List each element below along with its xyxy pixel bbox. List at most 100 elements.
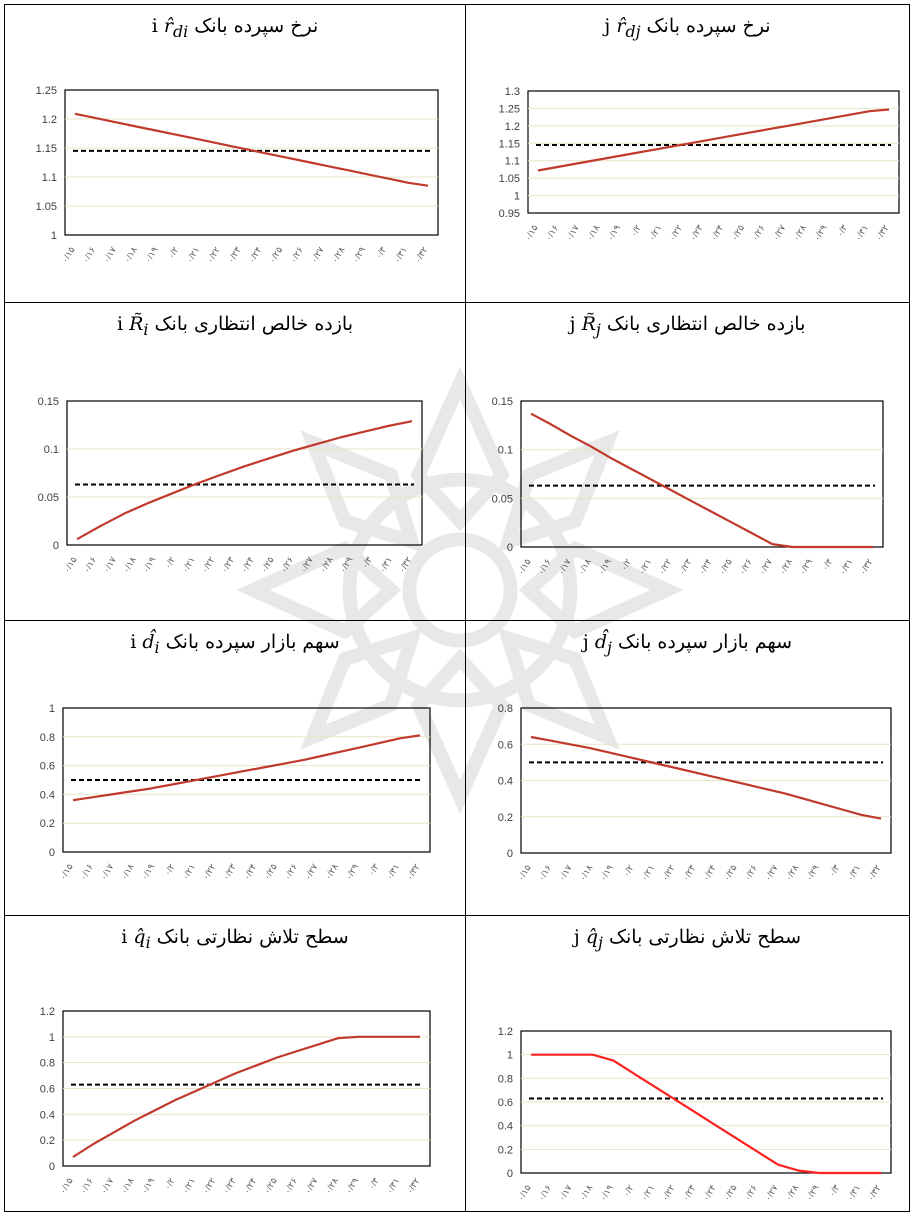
y-tick-label: 1.1 — [42, 172, 57, 184]
x-tick-label: ٠/٢٨ — [318, 555, 335, 575]
x-tick-label: ٠/٢٧ — [763, 1183, 780, 1203]
title-text: نرخ سپرده بانک — [646, 15, 771, 37]
x-tick-label: ٠/٣١ — [845, 1183, 862, 1203]
title-symbol: q̂i — [133, 926, 151, 952]
series-line — [537, 108, 890, 172]
grid-divider-row-3 — [4, 915, 910, 916]
x-tick-label: ٠/٢۵ — [729, 223, 746, 243]
x-tick-label: ٠/٢١ — [636, 557, 653, 577]
x-tick-label: ٠/٢١ — [646, 223, 663, 243]
x-tick-label: ٠/٢١ — [639, 863, 656, 883]
x-tick-label: ٠/٣٢ — [858, 557, 875, 577]
chart-market-share-i: 00.20.40.60.81٠/١۵ ٠/١۶ ٠/١٧ ٠/١٨ ٠/١٩ ٠/٢ ٠/٢… — [40, 703, 431, 882]
chart-supervision-effort-j: 0 0.2 0.4 0.6 0.8 1 1.2 ٠/١۵ ٠/١۶ ٠/١٧ ٠/١٨ ٠/١٩ ٠/٢… — [498, 1026, 892, 1203]
x-tick-label: ٠/١٨ — [122, 245, 139, 265]
x-tick-label: ٠/٢٣ — [680, 1183, 697, 1203]
x-tick-label: ٠/١۶ — [78, 862, 95, 882]
y-tick-label: 1.05 — [499, 173, 520, 185]
x-tick-label: ٠/١۶ — [536, 1183, 553, 1203]
title-text: سطح تلاش نظارتی بانک — [156, 926, 349, 948]
x-tick-label: ٠/٢٧ — [757, 557, 774, 577]
plot-frame — [520, 400, 884, 548]
x-tick-label: ٠/٢۵ — [267, 245, 284, 265]
title-text: نرخ سپرده بانک — [194, 15, 319, 37]
panel-title: نرخ سپرده بانک i r̂di — [5, 15, 465, 41]
y-tick-label: 0.1 — [498, 445, 513, 457]
x-tick-label: ٠/٣١ — [392, 245, 409, 265]
x-tick-label: ٠/١٨ — [585, 223, 602, 243]
x-tick-label: ٠/٢١ — [180, 555, 197, 575]
x-tick-label: ٠/٢۴ — [246, 245, 263, 265]
title-symbol: d̂i — [142, 631, 160, 657]
x-tick-label: ٠/٢٢ — [205, 245, 222, 265]
y-tick-label: 0.95 — [499, 208, 520, 220]
plot-frame — [62, 707, 431, 853]
x-tick-label: ٠/١۶ — [536, 863, 553, 883]
y-tick-label: 0.6 — [498, 739, 513, 751]
panel-market-share-j: سهم بازار سپرده بانک j d̂j 0 0.2 0.4 0.6 0.8… — [466, 621, 909, 915]
x-tick-label: ٠/١٩ — [598, 1183, 615, 1203]
x-tick-label: ٠/٢٣ — [226, 245, 243, 265]
x-tick-label: ٠/٢٧ — [309, 245, 326, 265]
x-tick-label: ٠/٢۴ — [697, 557, 714, 577]
y-tick-label: 0 — [507, 848, 513, 860]
x-tick-label: ٠/١۶ — [81, 555, 98, 575]
x-tick-label: ٠/٢٨ — [323, 862, 340, 882]
panel-title: نرخ سپرده بانک j r̂dj — [466, 15, 909, 41]
y-tick-label: 0.2 — [40, 1135, 55, 1147]
y-tick-label: 1.25 — [499, 103, 520, 115]
title-bank: i — [121, 926, 128, 948]
x-tick-label: ٠/١٨ — [576, 557, 593, 577]
y-tick-label: 0.4 — [498, 776, 513, 788]
x-tick-label: ٠/٢۴ — [239, 555, 256, 575]
y-tick-label: 0.15 — [38, 396, 59, 408]
title-symbol: r̂di — [163, 15, 189, 41]
y-tick-label: 0.8 — [40, 732, 55, 744]
x-tick-label: ٠/٣ — [827, 1183, 842, 1199]
x-tick-label: ٠/٢۵ — [717, 557, 734, 577]
y-tick-label: 0.2 — [498, 812, 513, 824]
x-tick-label: ٠/١٧ — [101, 555, 118, 575]
chart-expected-return-i: 00.050.10.15٠/١۵ ٠/١۶ ٠/١٧ ٠/١٨ ٠/١٩ ٠/٢ ٠/٢١ ٠… — [38, 396, 423, 575]
y-tick-label: 1.3 — [505, 86, 520, 98]
y-tick-label: 0.1 — [44, 444, 59, 456]
y-tick-label: 0.15 — [492, 396, 513, 408]
x-tick-label: ٠/٢ — [162, 862, 177, 878]
x-tick-label: ٠/٣ — [827, 863, 842, 879]
y-tick-label: 0 — [53, 540, 59, 552]
x-tick-label: ٠/٢۴ — [708, 223, 725, 243]
x-tick-label: ٠/٣ — [373, 245, 388, 261]
x-tick-label: ٠/٢۴ — [241, 1176, 258, 1196]
y-tick-label: 1.2 — [40, 1006, 55, 1018]
x-tick-label: ٠/٢۶ — [742, 863, 759, 883]
x-tick-label: ٠/٣ — [366, 862, 381, 878]
chart-supervision-effort-i: 0 0.2 0.4 0.6 0.8 1 1.2 ٠/١۵ ٠/١۶ ٠/١٧ ٠/١٨ ٠/١٩ ٠/٢… — [40, 1006, 431, 1196]
x-tick-label: ٠/١٩ — [140, 555, 157, 575]
x-tick-label: ٠/٢١ — [180, 862, 197, 882]
x-tick-label: ٠/٢٨ — [323, 1176, 340, 1196]
plot-frame — [527, 90, 900, 214]
x-tick-label: ٠/٢ — [621, 1183, 636, 1199]
x-tick-label: ٠/٢۴ — [701, 1183, 718, 1203]
x-tick-label: ٠/٣٢ — [397, 555, 414, 575]
x-tick-label: ٠/٣١ — [384, 1176, 401, 1196]
x-tick-label: ٠/٢٨ — [783, 1183, 800, 1203]
x-tick-label: ٠/٢٢ — [200, 1176, 217, 1196]
x-tick-label: ٠/١٩ — [596, 557, 613, 577]
x-tick-label: ٠/١٧ — [556, 557, 573, 577]
x-tick-label: ٠/٢۶ — [282, 1176, 299, 1196]
x-tick-label: ٠/٢٩ — [812, 223, 829, 243]
title-bank: j — [569, 313, 576, 335]
x-tick-label: ٠/١٧ — [557, 1183, 574, 1203]
plot-frame — [66, 400, 423, 546]
x-tick-label: ٠/١۵ — [523, 223, 540, 243]
x-tick-label: ٠/٢٩ — [804, 1183, 821, 1203]
chart-market-share-j: 0 0.2 0.4 0.6 0.8 ٠/١۵ ٠/١۶ ٠/١٧ ٠/١٨ ٠/١٩ ٠/٢ ٠/٢١… — [498, 703, 892, 883]
x-tick-label: ٠/١٨ — [577, 863, 594, 883]
y-tick-label: 1.2 — [498, 1026, 513, 1038]
panel-supervision-effort-j: سطح تلاش نظارتی بانک j q̂j 0 0.2 0.4 0.6 0.8… — [466, 916, 909, 1211]
x-tick-label: ٠/٢٣ — [219, 555, 236, 575]
x-tick-label: ٠/٢۵ — [721, 863, 738, 883]
panel-expected-return-i: بازده خالص انتظاری بانک i R̃i 0 0.05 0.1 0.… — [5, 303, 465, 620]
